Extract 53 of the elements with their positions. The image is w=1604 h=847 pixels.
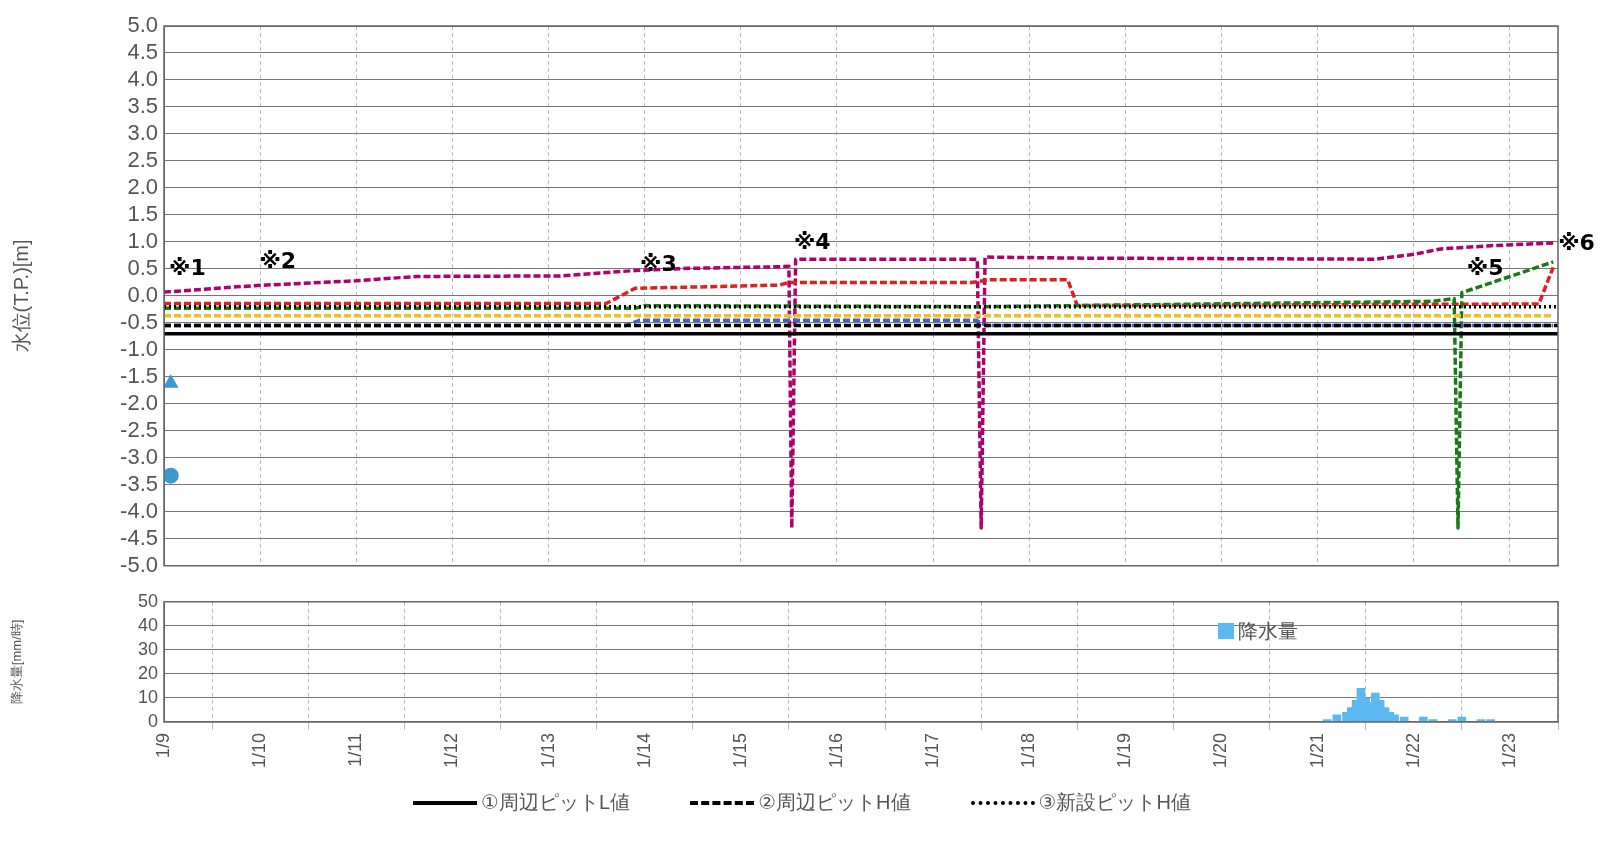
y-tick-label: 10 xyxy=(137,686,158,707)
y-tick-label: 0.5 xyxy=(127,254,158,280)
x-tick-label: 1/23 xyxy=(1498,732,1519,769)
y-tick-label: 1.0 xyxy=(127,227,158,253)
x-tick-label: 1/18 xyxy=(1018,732,1039,769)
y-tick-label: -2.0 xyxy=(120,389,158,415)
annotation: ※6 xyxy=(1558,230,1595,256)
legend-label: 降水量 xyxy=(1238,618,1298,644)
legend-label: ②周辺ピットH値 xyxy=(758,790,911,815)
x-tick-label: 1/21 xyxy=(1306,732,1327,769)
y-tick-label: -1.5 xyxy=(120,362,158,388)
y-tick-label: 5.0 xyxy=(127,12,158,38)
y-tick-label: 2.0 xyxy=(127,174,158,199)
x-tick-label: 1/16 xyxy=(825,732,846,769)
y-tick-label: 4.5 xyxy=(127,39,158,65)
x-tick-label: 1/19 xyxy=(1114,732,1135,769)
x-tick-label: 1/13 xyxy=(537,732,558,769)
y-tick-label: 30 xyxy=(137,638,158,659)
y-tick-label: 1.5 xyxy=(127,200,158,226)
y-tick-label: 4.0 xyxy=(127,66,158,92)
y-tick-label: 50 xyxy=(137,590,158,611)
y-tick-label: 0.0 xyxy=(127,281,158,307)
y-tick-label: 2.5 xyxy=(127,147,158,173)
y-axis-title: 水位(T.P.)[m] xyxy=(9,239,32,353)
y-tick-label: 40 xyxy=(137,614,158,635)
legend-label: ③新設ピットH値 xyxy=(1038,790,1191,815)
x-tick-label: 1/9 xyxy=(152,732,173,758)
y-tick-label: -5.0 xyxy=(120,551,158,577)
y-tick-label: -3.5 xyxy=(120,470,158,496)
x-tick-label: 1/12 xyxy=(441,732,462,769)
y-tick-label: 3.0 xyxy=(127,120,158,146)
annotation: ※4 xyxy=(793,228,831,254)
legend-label: ①周辺ピットL値 xyxy=(481,790,631,815)
y-tick-label: -4.0 xyxy=(120,497,158,523)
x-tick-label: 1/10 xyxy=(249,732,270,769)
x-tick-label: 1/11 xyxy=(345,732,366,767)
annotation: ※1 xyxy=(169,254,206,280)
y-tick-label: -3.0 xyxy=(120,443,158,469)
x-tick-label: 1/17 xyxy=(922,732,943,769)
y-tick-label: -1.0 xyxy=(120,335,158,361)
x-tick-label: 1/14 xyxy=(633,732,654,769)
x-tick-label: 1/15 xyxy=(729,732,750,769)
annotation: ※2 xyxy=(259,248,297,274)
y-tick-label: 0 xyxy=(147,710,158,731)
annotation: ※5 xyxy=(1466,255,1504,281)
y-tick-label: -2.5 xyxy=(120,416,158,442)
y-tick-label: 3.5 xyxy=(127,93,158,119)
y-tick-label: -4.5 xyxy=(120,524,158,550)
y-tick-label: -0.5 xyxy=(120,308,158,334)
x-tick-label: 1/20 xyxy=(1210,732,1231,769)
y-tick-label: 20 xyxy=(137,662,158,683)
x-tick-label: 1/22 xyxy=(1402,732,1423,769)
y-axis-title: 降水量[mm/時] xyxy=(9,619,25,705)
